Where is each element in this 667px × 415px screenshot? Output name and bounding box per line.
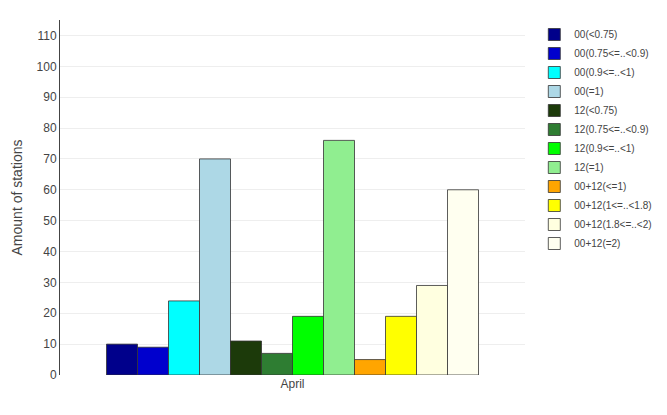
- svg-text:20: 20: [43, 306, 57, 320]
- svg-text:00+12(=2): 00+12(=2): [574, 238, 620, 249]
- svg-text:00+12(<=1): 00+12(<=1): [574, 181, 626, 192]
- svg-text:10: 10: [43, 337, 57, 351]
- svg-text:12(=1): 12(=1): [574, 162, 603, 173]
- svg-text:Amount of stations: Amount of stations: [9, 140, 25, 256]
- svg-text:0: 0: [50, 368, 57, 382]
- svg-text:40: 40: [43, 245, 57, 259]
- svg-text:90: 90: [43, 90, 57, 104]
- svg-text:00+12(1.8<=..<2): 00+12(1.8<=..<2): [574, 219, 651, 230]
- svg-text:110: 110: [37, 29, 56, 43]
- svg-text:70: 70: [43, 152, 57, 166]
- svg-text:60: 60: [43, 183, 57, 197]
- svg-text:30: 30: [43, 276, 57, 290]
- svg-text:12(0.9<=..<1): 12(0.9<=..<1): [574, 143, 634, 154]
- svg-text:100: 100: [37, 60, 57, 74]
- svg-text:00(0.75<=..<0.9): 00(0.75<=..<0.9): [574, 48, 648, 59]
- svg-text:00(<0.75): 00(<0.75): [574, 29, 617, 40]
- svg-text:12(<0.75): 12(<0.75): [574, 105, 617, 116]
- svg-text:April: April: [280, 377, 304, 391]
- svg-text:12(0.75<=..<0.9): 12(0.75<=..<0.9): [574, 124, 648, 135]
- svg-text:80: 80: [43, 121, 57, 135]
- svg-text:00(=1): 00(=1): [574, 86, 603, 97]
- svg-text:00+12(1<=..<1.8): 00+12(1<=..<1.8): [574, 200, 651, 211]
- svg-text:00(0.9<=..<1): 00(0.9<=..<1): [574, 67, 634, 78]
- svg-text:50: 50: [43, 214, 57, 228]
